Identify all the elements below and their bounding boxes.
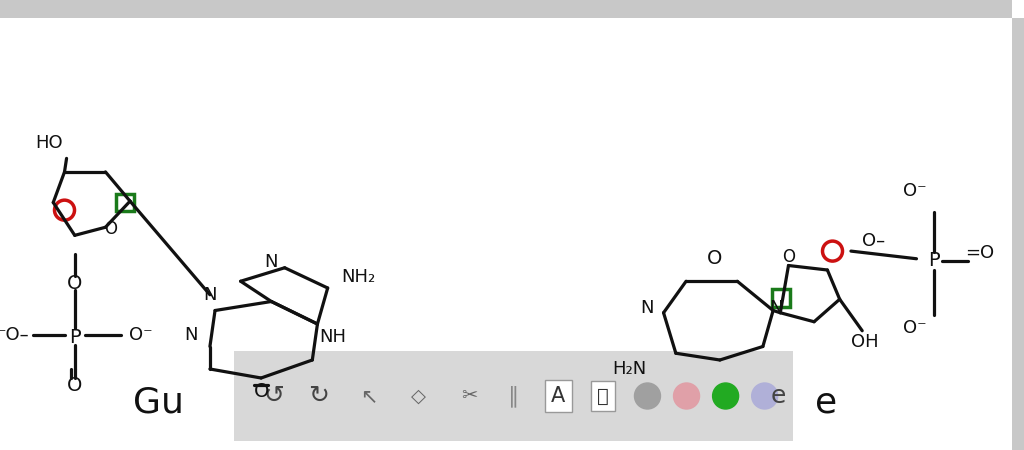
Text: OH: OH bbox=[852, 333, 879, 351]
Circle shape bbox=[635, 383, 660, 409]
Text: N: N bbox=[184, 326, 199, 344]
Text: Gu: Gu bbox=[133, 386, 184, 420]
Circle shape bbox=[674, 383, 699, 409]
Text: ⛰: ⛰ bbox=[597, 387, 608, 405]
Text: O: O bbox=[67, 376, 83, 395]
Text: O: O bbox=[707, 249, 723, 268]
Circle shape bbox=[713, 383, 738, 409]
Text: A: A bbox=[551, 386, 565, 406]
Text: O: O bbox=[104, 220, 117, 238]
Text: ✂: ✂ bbox=[461, 387, 477, 405]
Text: O⁻: O⁻ bbox=[902, 182, 927, 200]
Text: O⁻: O⁻ bbox=[129, 326, 154, 344]
Text: ∥: ∥ bbox=[508, 385, 519, 407]
Text: NH: NH bbox=[319, 328, 346, 346]
Bar bbox=[0, 0, 1012, 18]
Text: O–: O– bbox=[862, 232, 885, 250]
Text: N: N bbox=[264, 253, 279, 271]
Text: P: P bbox=[928, 252, 940, 270]
Text: HO: HO bbox=[36, 134, 62, 152]
Text: ⁻O–: ⁻O– bbox=[0, 326, 30, 344]
Text: =O: =O bbox=[966, 244, 994, 262]
Text: O: O bbox=[253, 382, 269, 401]
Text: ↖: ↖ bbox=[359, 386, 377, 406]
Text: NH₂: NH₂ bbox=[341, 268, 376, 286]
Text: ↺: ↺ bbox=[263, 384, 284, 408]
Text: H₂N: H₂N bbox=[612, 360, 647, 378]
Text: N: N bbox=[640, 299, 654, 317]
Text: N: N bbox=[203, 286, 217, 304]
Text: ↻: ↻ bbox=[307, 384, 329, 408]
Bar bbox=[1012, 18, 1024, 450]
Text: e: e bbox=[771, 384, 786, 408]
Text: O: O bbox=[782, 248, 795, 266]
Text: O⁻: O⁻ bbox=[902, 319, 927, 337]
Text: N: N bbox=[769, 299, 783, 317]
Text: P: P bbox=[69, 328, 81, 347]
Bar bbox=[116, 194, 134, 212]
Text: O: O bbox=[67, 274, 83, 293]
FancyBboxPatch shape bbox=[234, 351, 793, 441]
Text: ◇: ◇ bbox=[412, 387, 426, 405]
Circle shape bbox=[752, 383, 777, 409]
Text: e: e bbox=[815, 386, 838, 420]
Bar bbox=[772, 289, 791, 307]
